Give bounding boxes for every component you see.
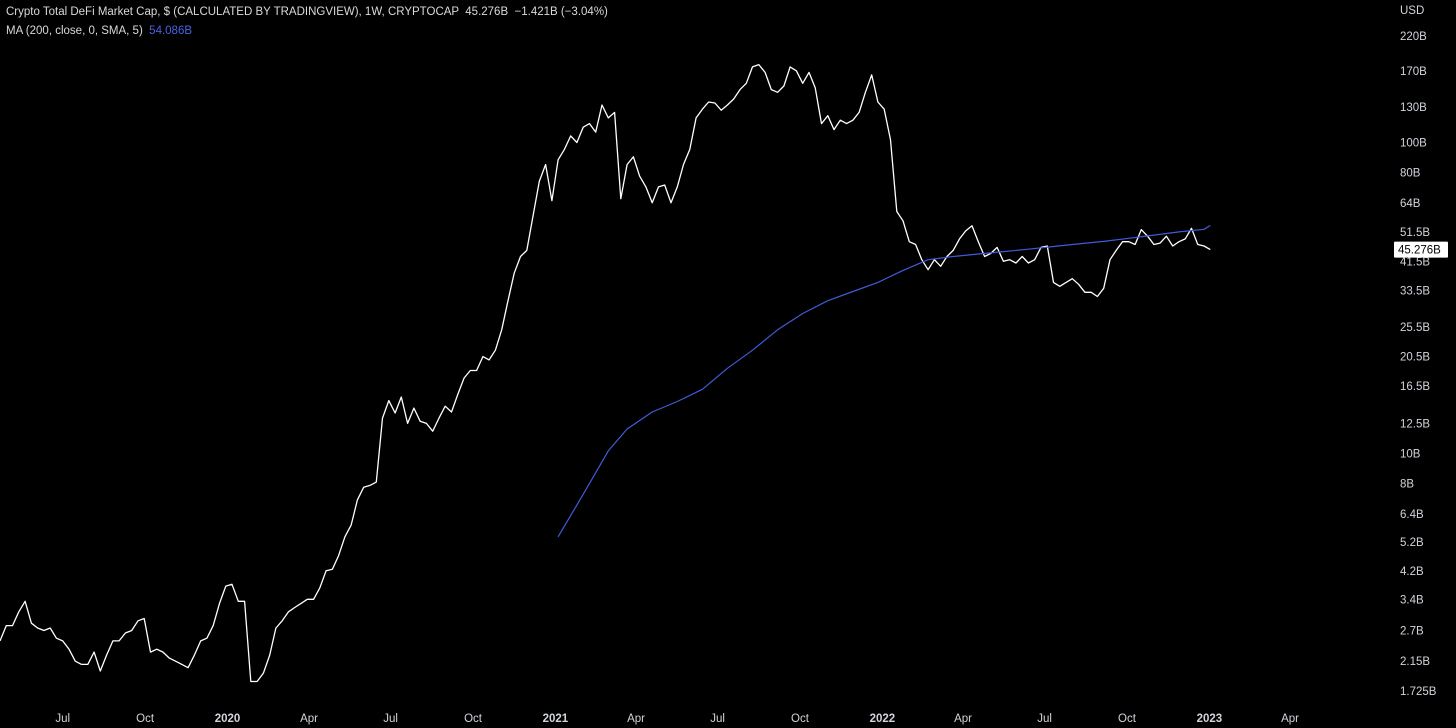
x-tick-label: 2020: [215, 713, 241, 725]
y-tick-label: 80B: [1400, 168, 1421, 180]
x-tick-label: Apr: [300, 713, 318, 725]
x-axis[interactable]: Jul Oct 2020 Apr Jul Oct 2021 Apr Jul Oct 2022 Apr J…: [55, 713, 1299, 725]
y-tick-label: 1.725B: [1400, 686, 1437, 698]
x-tick-label: 2021: [543, 713, 569, 725]
legend-ma-value: 54.086B: [149, 25, 193, 37]
y-tick-label: 170B: [1400, 66, 1427, 78]
y-tick-label: 130B: [1400, 102, 1427, 114]
y-tick-label: 5.2B: [1400, 537, 1424, 549]
y-tick-label: 64B: [1400, 198, 1421, 210]
y-tick-label: 8B: [1400, 479, 1414, 491]
x-tick-label: Apr: [954, 713, 972, 725]
ma-series-line[interactable]: [557, 224, 1211, 538]
y-tick-label: 41.5B: [1400, 256, 1430, 268]
last-price-text: 45.276B: [1398, 245, 1441, 257]
y-tick-label: 20.5B: [1400, 352, 1430, 364]
y-axis-unit: USD: [1400, 5, 1424, 17]
x-tick-label: Jul: [710, 713, 725, 725]
y-tick-label: 12.5B: [1400, 418, 1430, 430]
legend-ma-label: MA (200, close, 0, SMA, 5): [6, 25, 143, 37]
plot-area[interactable]: [0, 63, 1211, 683]
legend-change: −1.421B (−3.04%): [514, 6, 608, 18]
legend-title-row: Crypto Total DeFi Market Cap, $ (CALCULA…: [6, 3, 608, 22]
x-tick-label: Apr: [1281, 713, 1299, 725]
y-tick-label: 51.5B: [1400, 227, 1430, 239]
x-tick-label: Jul: [55, 713, 70, 725]
x-tick-label: 2023: [1197, 713, 1223, 725]
legend-title: Crypto Total DeFi Market Cap, $ (CALCULA…: [6, 6, 459, 18]
last-price-badge: [1394, 241, 1448, 258]
y-tick-label: 100B: [1400, 138, 1427, 150]
x-tick-label: 2022: [870, 713, 896, 725]
y-tick-label: 33.5B: [1400, 285, 1430, 297]
y-tick-label: 3.4B: [1400, 594, 1424, 606]
x-tick-label: Jul: [383, 713, 398, 725]
legend-ma-row: MA (200, close, 0, SMA, 5) 54.086B: [6, 22, 608, 41]
y-axis[interactable]: 220B 170B 130B 100B 80B 64B 51.5B 41.5B 33.5B 25.…: [1400, 31, 1437, 698]
price-series-line[interactable]: [0, 63, 1211, 683]
y-tick-label: 2.15B: [1400, 656, 1430, 668]
last-price-marker: 45.276B: [1394, 241, 1448, 258]
legend-last-value: 45.276B: [465, 6, 509, 18]
y-tick-label: 220B: [1400, 31, 1427, 43]
x-tick-label: Oct: [136, 713, 155, 725]
y-tick-label: 2.7B: [1400, 625, 1424, 637]
x-tick-label: Jul: [1037, 713, 1052, 725]
y-tick-label: 6.4B: [1400, 509, 1424, 521]
x-tick-label: Apr: [627, 713, 645, 725]
chart-legend: Crypto Total DeFi Market Cap, $ (CALCULA…: [6, 3, 608, 41]
x-tick-label: Oct: [464, 713, 483, 725]
x-tick-label: Oct: [1118, 713, 1137, 725]
y-tick-label: 25.5B: [1400, 322, 1430, 334]
y-tick-label: 4.2B: [1400, 566, 1424, 578]
x-tick-label: Oct: [791, 713, 810, 725]
y-tick-label: 10B: [1400, 449, 1421, 461]
y-tick-label: 16.5B: [1400, 381, 1430, 393]
